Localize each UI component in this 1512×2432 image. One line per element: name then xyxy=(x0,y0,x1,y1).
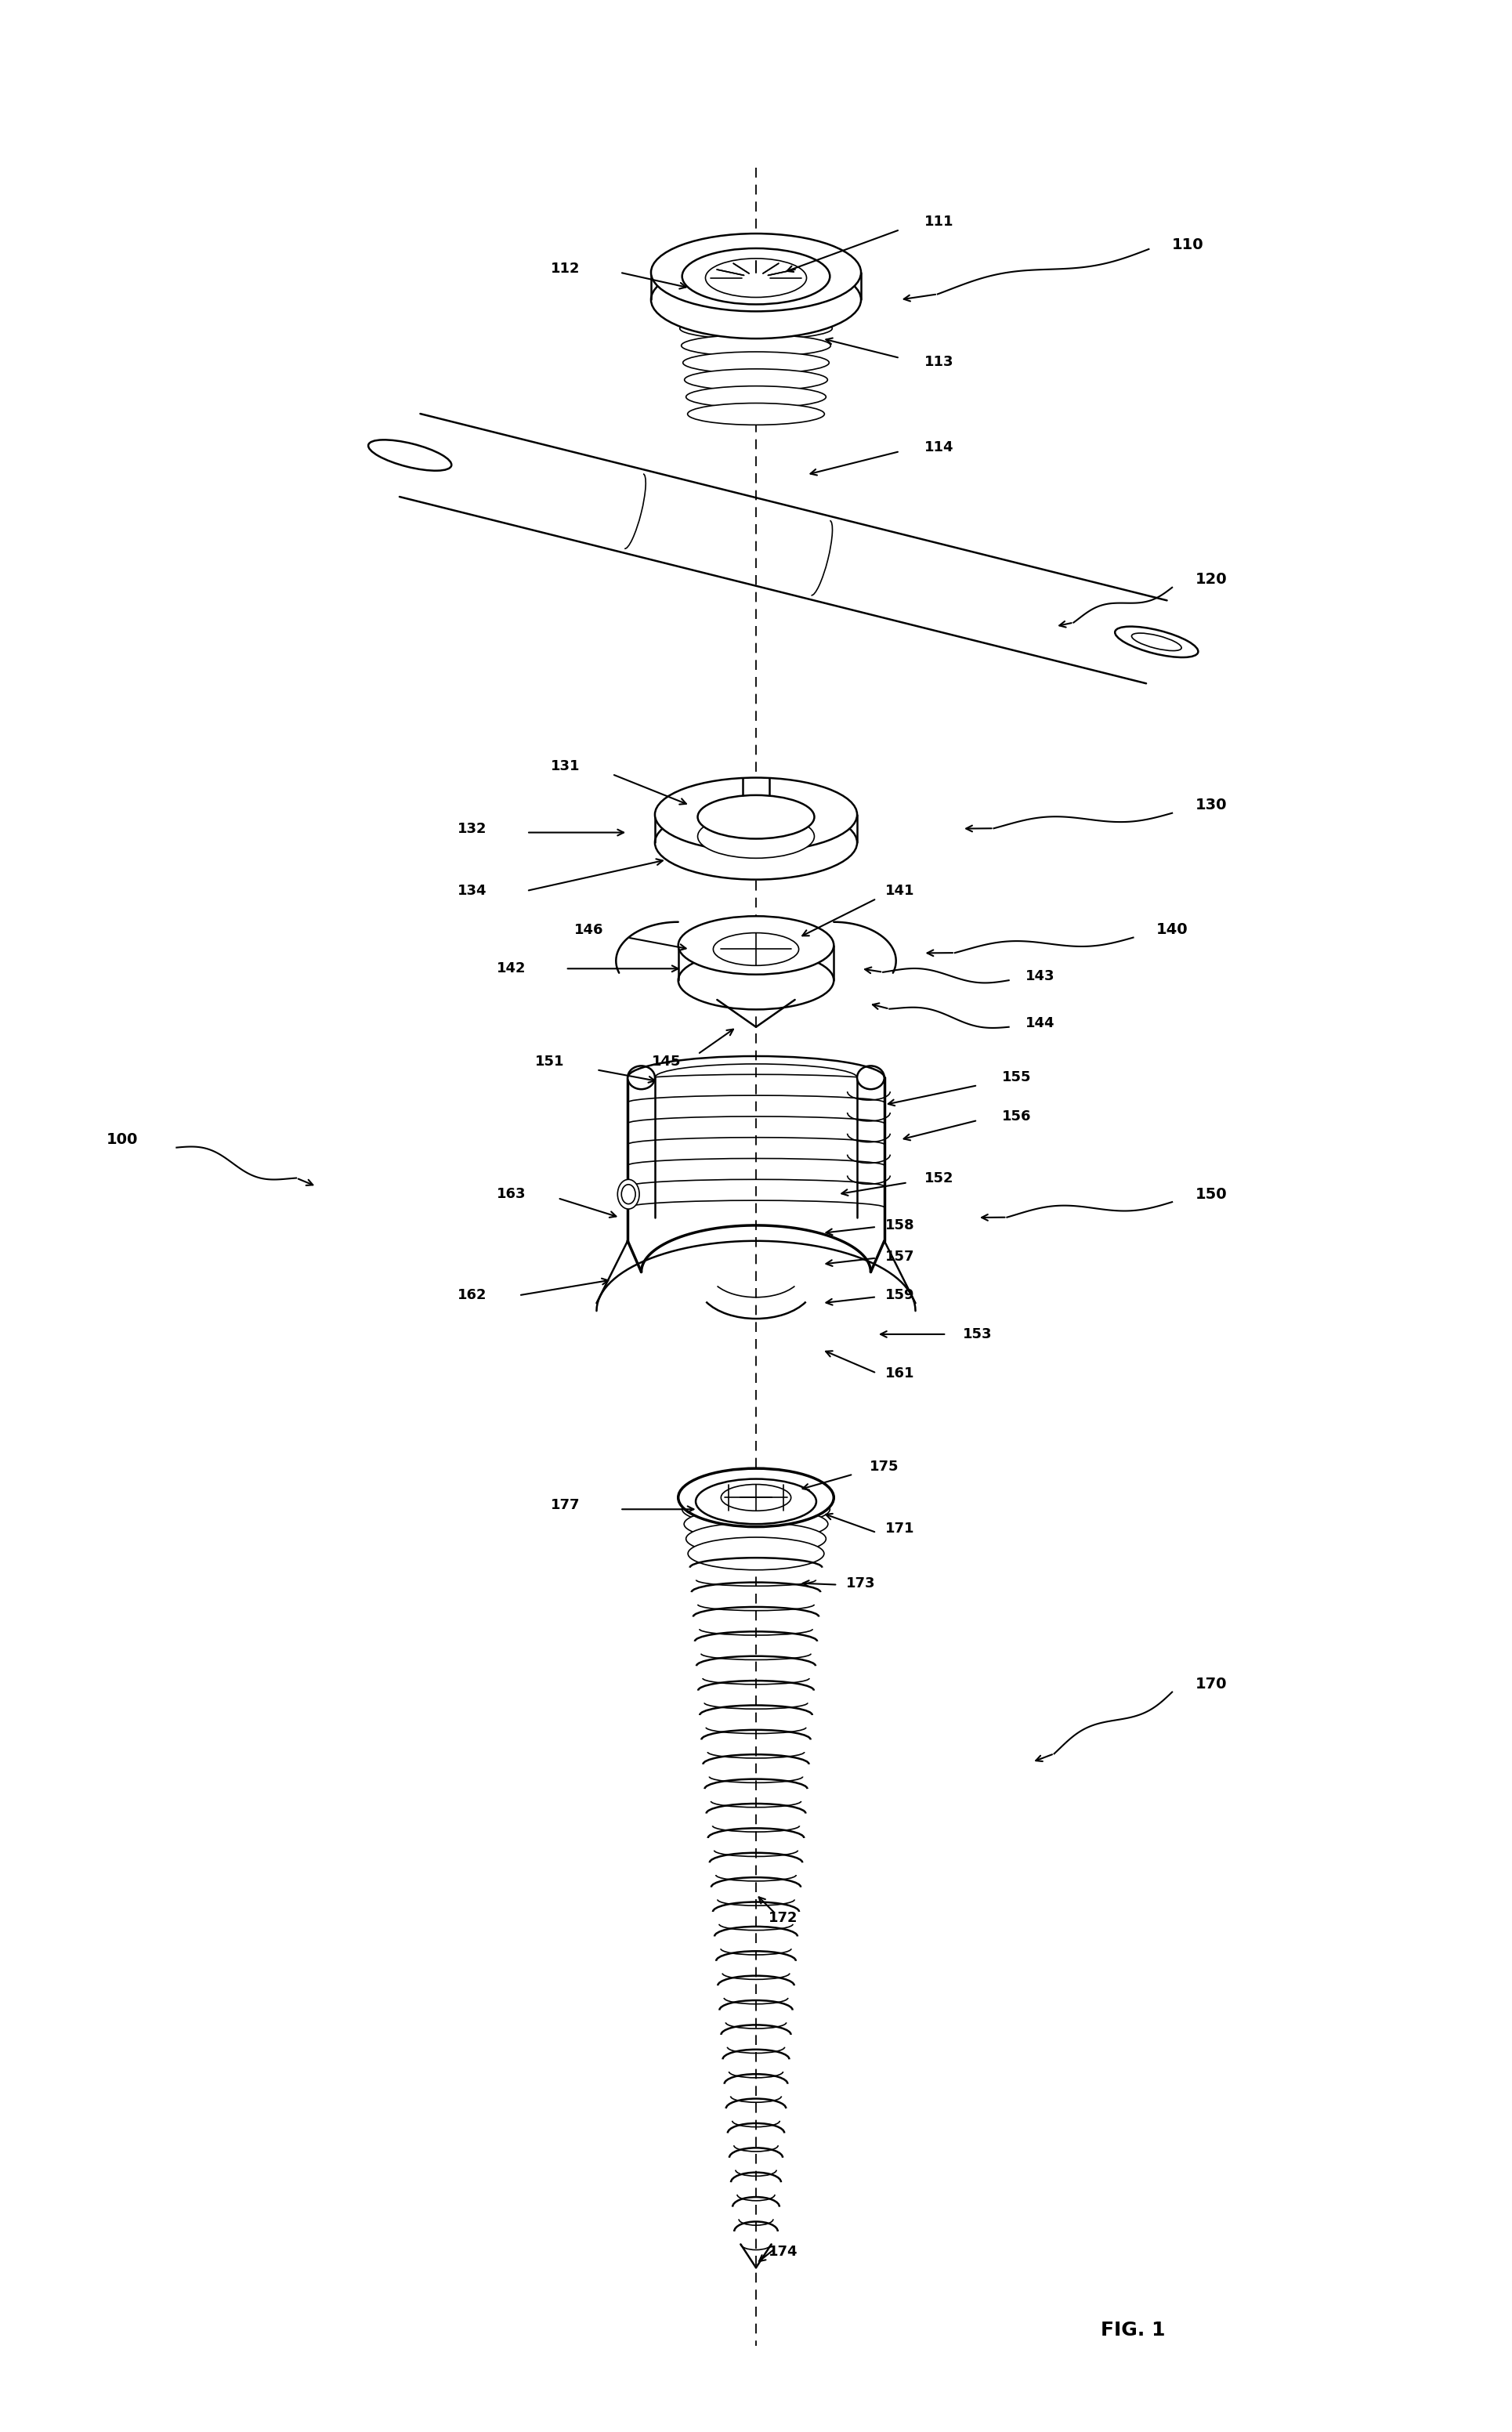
Text: 163: 163 xyxy=(496,1187,526,1201)
Text: FIG. 1: FIG. 1 xyxy=(1101,2320,1166,2340)
Ellipse shape xyxy=(688,404,824,426)
Text: 131: 131 xyxy=(550,759,581,773)
Ellipse shape xyxy=(655,778,857,851)
Text: 112: 112 xyxy=(550,263,581,275)
Ellipse shape xyxy=(714,934,798,966)
Ellipse shape xyxy=(857,1065,885,1090)
Text: 134: 134 xyxy=(458,883,487,897)
Text: 120: 120 xyxy=(1194,572,1226,586)
Text: 153: 153 xyxy=(963,1328,992,1342)
Text: 113: 113 xyxy=(924,355,954,370)
Text: 111: 111 xyxy=(924,214,954,229)
Ellipse shape xyxy=(688,1537,824,1571)
Text: 170: 170 xyxy=(1194,1676,1226,1693)
Ellipse shape xyxy=(369,440,452,472)
Text: 145: 145 xyxy=(652,1055,682,1070)
Text: 143: 143 xyxy=(1025,970,1054,983)
Ellipse shape xyxy=(696,1479,816,1525)
Text: 162: 162 xyxy=(458,1289,487,1304)
Text: 142: 142 xyxy=(496,961,526,975)
Text: 151: 151 xyxy=(535,1055,564,1070)
Ellipse shape xyxy=(706,258,806,297)
Ellipse shape xyxy=(697,795,815,839)
Text: 140: 140 xyxy=(1157,922,1188,936)
Ellipse shape xyxy=(679,1469,833,1527)
Ellipse shape xyxy=(627,1065,655,1090)
Text: 174: 174 xyxy=(768,2245,798,2259)
Text: 156: 156 xyxy=(1002,1109,1031,1124)
Ellipse shape xyxy=(652,233,860,311)
Text: 159: 159 xyxy=(885,1289,915,1304)
Ellipse shape xyxy=(621,1184,635,1204)
Text: 157: 157 xyxy=(885,1250,915,1265)
Text: 171: 171 xyxy=(885,1522,915,1535)
Ellipse shape xyxy=(686,387,826,409)
Text: 141: 141 xyxy=(885,883,915,897)
Text: 150: 150 xyxy=(1194,1187,1226,1201)
Ellipse shape xyxy=(682,248,830,304)
Ellipse shape xyxy=(686,1522,826,1554)
Text: 177: 177 xyxy=(550,1498,581,1513)
Ellipse shape xyxy=(679,302,833,321)
Text: 175: 175 xyxy=(869,1459,900,1474)
Ellipse shape xyxy=(1114,627,1198,657)
Ellipse shape xyxy=(680,319,832,340)
Ellipse shape xyxy=(1131,632,1181,652)
Ellipse shape xyxy=(721,1484,791,1510)
Text: 100: 100 xyxy=(106,1133,138,1148)
Ellipse shape xyxy=(683,353,829,375)
Ellipse shape xyxy=(682,336,830,358)
Text: 158: 158 xyxy=(885,1218,915,1233)
Ellipse shape xyxy=(679,917,833,975)
Text: 146: 146 xyxy=(575,922,603,936)
Ellipse shape xyxy=(685,370,827,392)
Text: 161: 161 xyxy=(885,1367,915,1381)
Ellipse shape xyxy=(682,1493,830,1525)
Text: 132: 132 xyxy=(458,822,487,837)
Text: 173: 173 xyxy=(847,1576,875,1591)
Text: 114: 114 xyxy=(924,440,954,455)
Text: 152: 152 xyxy=(924,1172,954,1187)
Ellipse shape xyxy=(697,815,815,858)
Ellipse shape xyxy=(683,1508,829,1539)
Text: 130: 130 xyxy=(1194,798,1226,812)
Ellipse shape xyxy=(655,805,857,880)
Text: 110: 110 xyxy=(1172,238,1204,253)
Ellipse shape xyxy=(679,951,833,1009)
Text: 172: 172 xyxy=(768,1912,798,1924)
Text: 144: 144 xyxy=(1025,1017,1054,1031)
Text: 155: 155 xyxy=(1002,1070,1031,1085)
Ellipse shape xyxy=(617,1180,640,1209)
Ellipse shape xyxy=(652,260,860,338)
